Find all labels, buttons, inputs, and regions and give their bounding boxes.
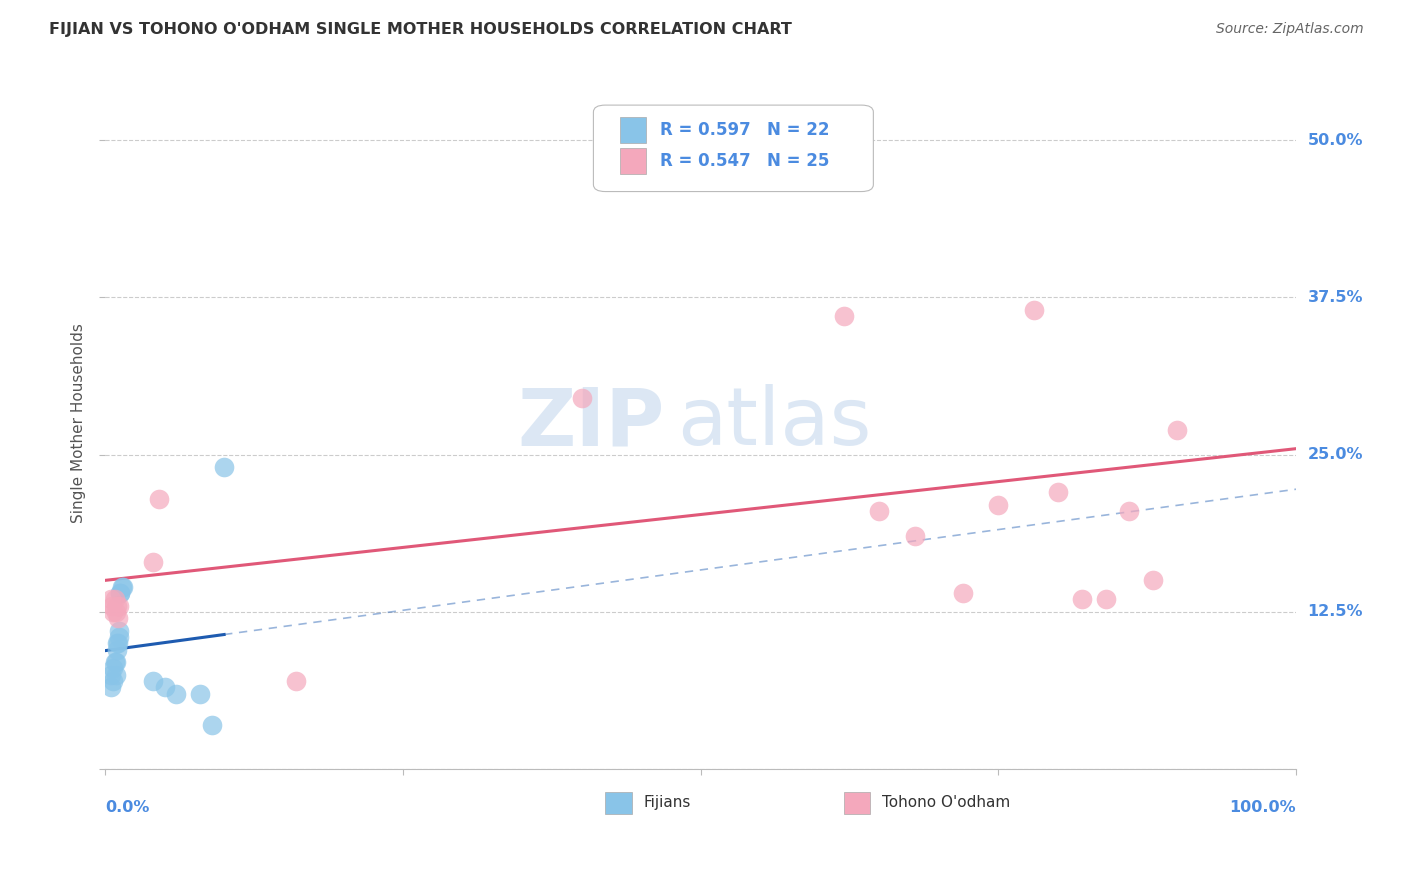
Point [105, 642, 128, 657]
Point [153, 680, 176, 694]
Point [148, 491, 170, 506]
Point [1094, 592, 1116, 607]
Point [107, 611, 129, 625]
Point [725, 133, 748, 147]
Point [571, 391, 593, 405]
Text: N = 25: N = 25 [768, 153, 830, 170]
Point [104, 605, 127, 619]
FancyBboxPatch shape [844, 792, 870, 814]
Point [103, 592, 125, 607]
Point [108, 624, 131, 638]
Point [188, 687, 211, 701]
Text: 25.0%: 25.0% [1308, 447, 1362, 462]
Point [201, 718, 224, 732]
Text: R = 0.597: R = 0.597 [661, 121, 751, 139]
Point [166, 687, 188, 701]
Point [104, 667, 127, 681]
Point [105, 636, 128, 650]
Point [104, 655, 127, 669]
FancyBboxPatch shape [620, 117, 645, 143]
Point [103, 673, 125, 688]
Point [108, 630, 131, 644]
Point [107, 636, 129, 650]
Point [105, 599, 128, 613]
Text: N = 22: N = 22 [768, 121, 830, 139]
Text: 37.5%: 37.5% [1308, 290, 1362, 305]
Point [142, 555, 165, 569]
Point [952, 586, 974, 600]
Text: R = 0.547: R = 0.547 [661, 153, 751, 170]
Point [110, 586, 132, 600]
Point [832, 310, 855, 324]
Point [1046, 485, 1069, 500]
Point [1142, 574, 1164, 588]
Point [987, 498, 1010, 512]
Point [868, 504, 890, 518]
Text: Fijians: Fijians [644, 796, 690, 811]
FancyBboxPatch shape [593, 105, 873, 192]
Point [103, 655, 125, 669]
Point [100, 667, 122, 681]
Point [1024, 303, 1046, 318]
Point [1166, 423, 1188, 437]
Y-axis label: Single Mother Households: Single Mother Households [72, 323, 86, 524]
Point [212, 460, 235, 475]
Text: Source: ZipAtlas.com: Source: ZipAtlas.com [1216, 22, 1364, 37]
Text: 50.0%: 50.0% [1308, 133, 1362, 148]
Text: 12.5%: 12.5% [1308, 605, 1362, 619]
Text: Tohono O'odham: Tohono O'odham [882, 796, 1010, 811]
Text: FIJIAN VS TOHONO O'ODHAM SINGLE MOTHER HOUSEHOLDS CORRELATION CHART: FIJIAN VS TOHONO O'ODHAM SINGLE MOTHER H… [49, 22, 792, 37]
Text: ZIP: ZIP [517, 384, 665, 462]
Point [100, 592, 122, 607]
Point [101, 599, 124, 613]
Point [108, 599, 131, 613]
Point [111, 580, 134, 594]
Point [103, 661, 125, 675]
Point [100, 680, 122, 694]
Text: 0.0%: 0.0% [105, 799, 149, 814]
Text: atlas: atlas [676, 384, 872, 462]
Point [904, 529, 927, 543]
Point [111, 580, 134, 594]
Point [103, 605, 125, 619]
Point [142, 673, 165, 688]
Point [284, 673, 307, 688]
FancyBboxPatch shape [620, 148, 645, 174]
Point [110, 586, 132, 600]
Text: 100.0%: 100.0% [1230, 799, 1296, 814]
Point [1118, 504, 1140, 518]
Point [1070, 592, 1092, 607]
FancyBboxPatch shape [606, 792, 631, 814]
